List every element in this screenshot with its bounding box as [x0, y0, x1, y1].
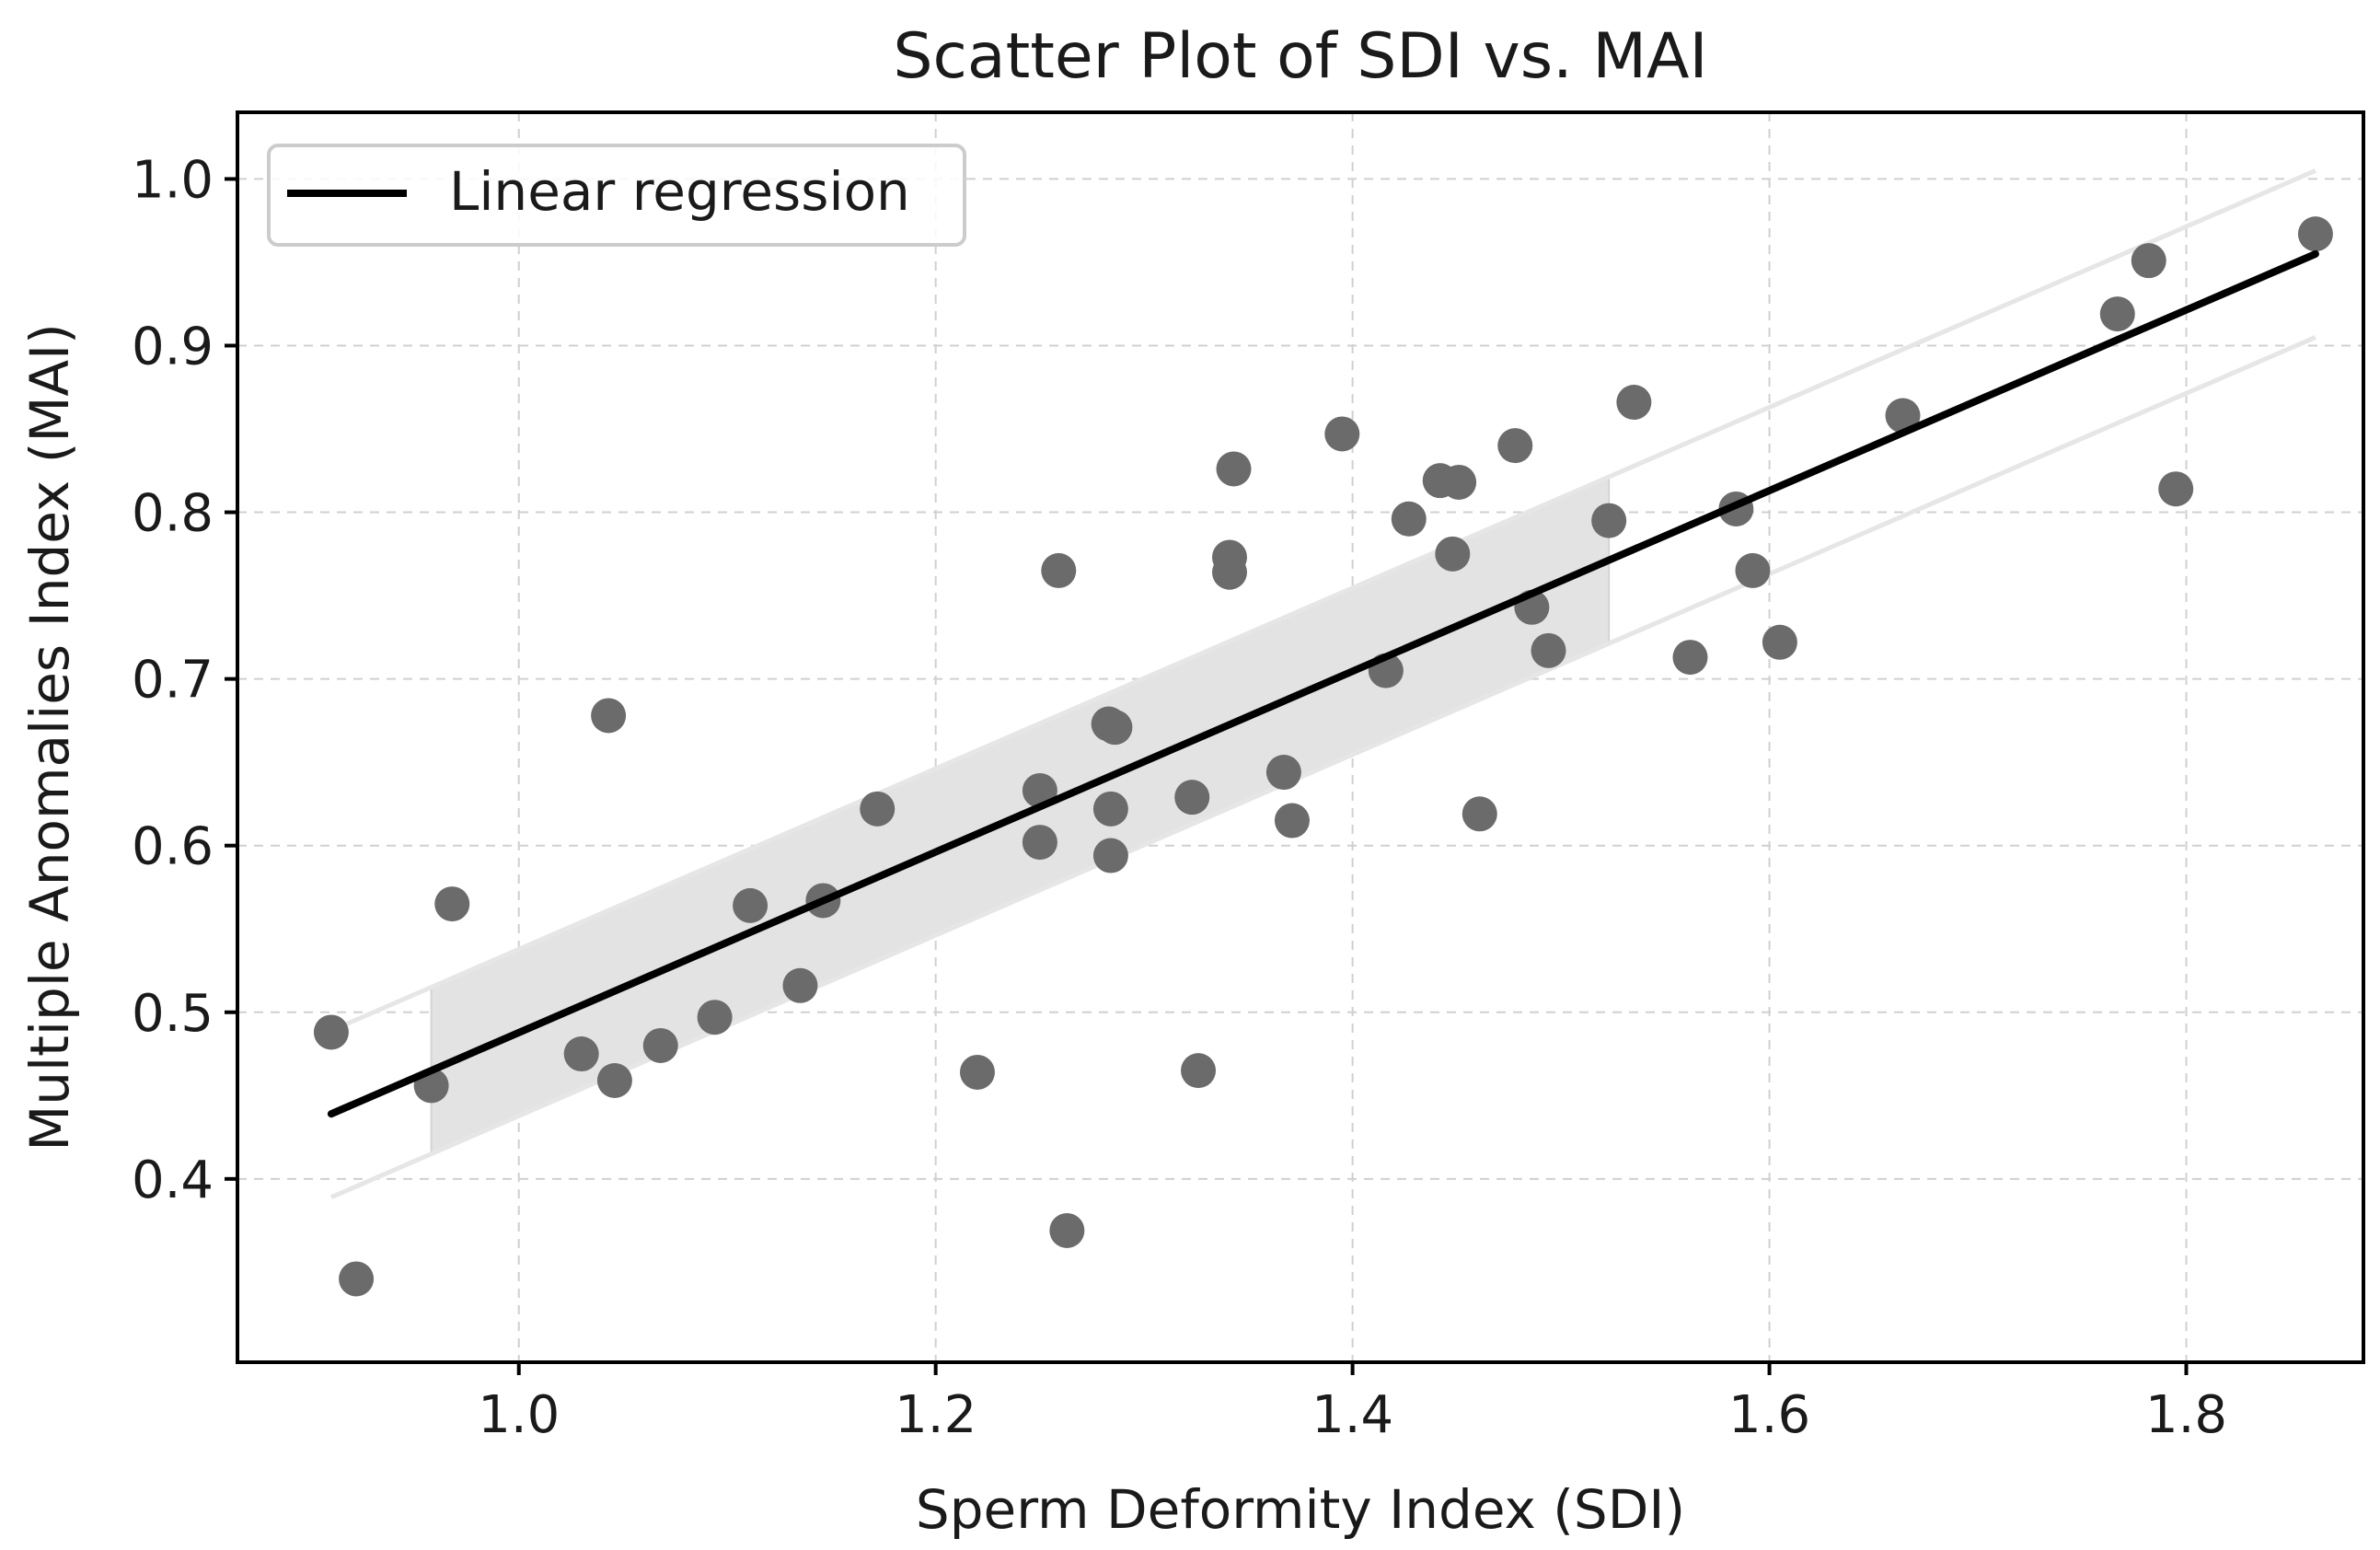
regression-line-layer	[327, 249, 2319, 1118]
data-point	[733, 887, 768, 923]
data-point	[1049, 1212, 1085, 1248]
data-point	[434, 886, 470, 922]
data-point	[1212, 554, 1247, 590]
x-tick-label: 1.8	[2145, 1385, 2227, 1445]
data-point	[782, 967, 818, 1003]
data-point	[642, 1027, 678, 1063]
data-point	[563, 1036, 599, 1072]
data-point	[1022, 825, 1057, 861]
x-axis-ticks: 1.0 1.2 1.4 1.6 1.8	[478, 1362, 2227, 1445]
data-point	[1762, 624, 1797, 660]
x-tick-label: 1.2	[895, 1385, 976, 1445]
y-tick-label: 0.4	[132, 1151, 214, 1210]
data-point	[2158, 471, 2194, 507]
data-point	[1324, 416, 1360, 452]
y-tick-label: 0.7	[132, 651, 214, 711]
data-point	[1672, 640, 1708, 676]
data-point	[1531, 632, 1566, 668]
data-point	[860, 791, 895, 827]
data-point	[2099, 296, 2135, 332]
data-point	[1885, 398, 1921, 434]
data-point	[1265, 755, 1301, 791]
data-point	[2131, 243, 2166, 279]
data-point	[1591, 503, 1627, 538]
y-tick-label: 0.8	[132, 484, 214, 544]
data-point	[697, 1000, 733, 1035]
y-tick-label: 1.0	[132, 150, 214, 210]
data-point	[1391, 501, 1427, 537]
data-point	[1435, 536, 1471, 572]
data-point	[596, 1062, 632, 1098]
y-tick-label: 0.5	[132, 984, 214, 1044]
data-point	[1097, 710, 1133, 746]
plot-area-frame	[236, 110, 2365, 1364]
data-point	[1092, 791, 1128, 827]
data-point	[1274, 803, 1310, 839]
x-tick-label: 1.0	[478, 1385, 560, 1445]
data-point	[1181, 1053, 1217, 1089]
data-point	[1216, 451, 1252, 487]
legend-regression-label: Linear regression	[449, 160, 910, 223]
chart-title: Scatter Plot of SDI vs. MAI	[893, 20, 1707, 93]
data-point	[1092, 838, 1128, 873]
x-tick-label: 1.4	[1311, 1385, 1393, 1445]
regression-line	[327, 249, 2319, 1118]
data-point	[1174, 780, 1210, 815]
data-point	[959, 1054, 995, 1090]
prediction-band-upper	[329, 168, 2316, 1033]
x-tick-label: 1.6	[1728, 1385, 1810, 1445]
x-axis-label: Sperm Deformity Index (SDI)	[916, 1478, 1685, 1541]
data-point	[1616, 385, 1652, 421]
legend: Linear regression	[267, 144, 966, 247]
data-point	[339, 1261, 375, 1297]
data-point	[1441, 464, 1477, 500]
data-point	[1735, 552, 1771, 588]
y-axis-ticks: 0.4 0.5 0.6 0.7 0.8 0.9 1.0	[132, 150, 237, 1210]
data-point	[1462, 796, 1497, 832]
data-point	[1041, 552, 1077, 588]
y-tick-label: 0.9	[132, 317, 214, 376]
data-point	[313, 1014, 349, 1050]
y-axis-label: Multiple Anomalies Index (MAI)	[18, 323, 81, 1151]
data-point	[1497, 428, 1533, 464]
data-point	[591, 698, 627, 734]
y-tick-label: 0.6	[132, 817, 214, 877]
legend-box	[267, 144, 966, 247]
prediction-band-lower	[329, 335, 2316, 1200]
data-point	[2297, 216, 2333, 252]
